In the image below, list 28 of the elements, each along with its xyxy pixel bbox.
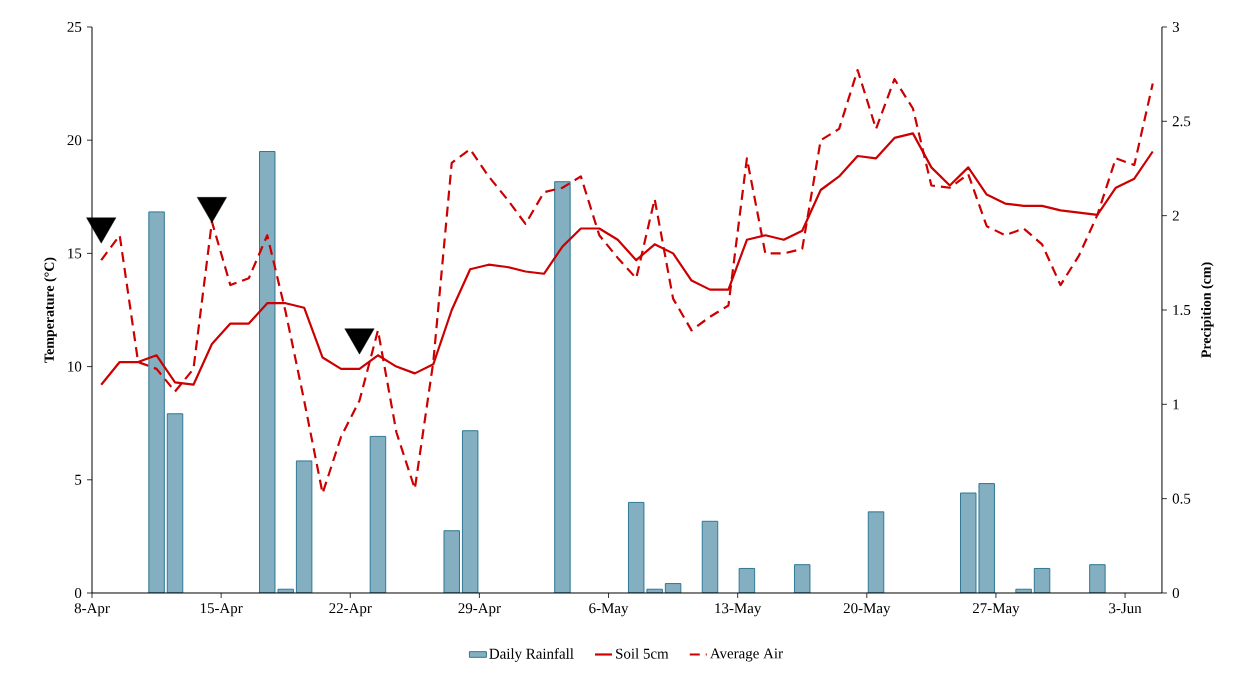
y2-tick-label: 1.5 — [1173, 304, 1191, 316]
line-series — [100, 68, 1154, 495]
y-tick-label: 25 — [67, 21, 82, 32]
y-tick-label: 5 — [75, 474, 82, 485]
x-tick-label: 20-May — [843, 603, 891, 617]
y2-tick-label: 3 — [1172, 21, 1180, 32]
y2-tick-label: 2 — [1172, 210, 1179, 221]
x-tick-label: 8-Apr — [74, 603, 110, 617]
x-tick-label: 13-May — [715, 603, 762, 617]
x-tick-label: 3-Jun — [1109, 603, 1142, 614]
y2-tick-label: 0 — [1172, 587, 1180, 599]
x-tick-label: 15-Apr — [200, 603, 243, 617]
x-tick-label: 27-May — [972, 603, 1020, 617]
y-axis-title: Temperature (°C) — [44, 257, 57, 363]
y-tick-label: 0 — [74, 587, 82, 599]
legend-label: Average Air — [709, 648, 783, 662]
y2-tick-label: 2.5 — [1172, 116, 1191, 127]
y2-tick-label: 1 — [1173, 399, 1179, 410]
x-tick-label: 29-Apr — [458, 603, 501, 617]
legend-label: Daily Rainfall — [489, 648, 574, 662]
y-tick-label: 15 — [68, 248, 82, 259]
x-tick-label: 22-Apr — [329, 603, 372, 617]
y-tick-label: 20 — [67, 135, 82, 146]
y2-tick-label: 0.5 — [1172, 493, 1191, 504]
y2-axis-title: Precipition (cm) — [1200, 262, 1214, 358]
legend-label: Soil 5cm — [616, 648, 669, 659]
y-tick-label: 10 — [68, 361, 82, 372]
x-tick-label: 6-May — [589, 603, 629, 617]
